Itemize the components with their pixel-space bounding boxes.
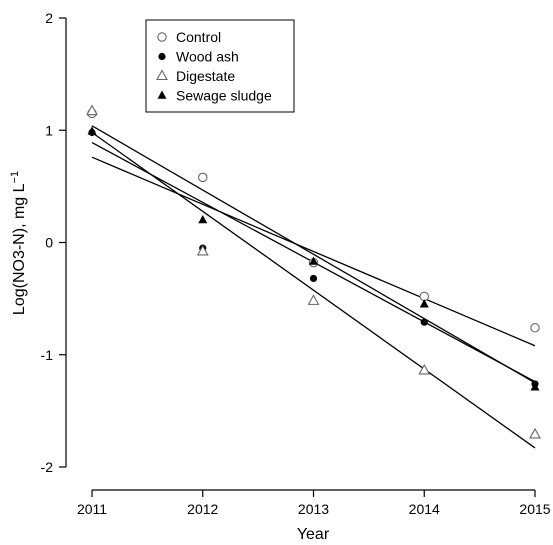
data-point [419,299,429,308]
y-tick-label: 1 [45,122,53,138]
data-points [86,104,541,439]
fit-line [91,156,536,347]
y-tick-label: 2 [45,10,53,26]
fit-line [91,131,536,449]
x-axis-title: Year [297,526,330,543]
legend-label: Wood ash [176,49,239,65]
data-point [420,318,428,326]
legend-label: Control [176,29,221,45]
legend: Control Wood ash Digestate Sewage sludge [145,19,295,113]
data-point [309,274,318,283]
data-point [198,172,208,183]
legend-marker [157,32,167,42]
axes: -2 -1 0 1 2 2011 2012 2013 2014 2015 [41,10,551,517]
y-axis-title: Log(NO3-N), mg L−1 [9,171,28,315]
fit-lines [91,125,536,449]
x-tick-label: 2014 [409,501,440,517]
data-point [87,126,97,135]
y-axis-title-superscript: −1 [9,171,21,184]
data-point [198,215,208,224]
y-tick-label: -1 [41,347,54,363]
legend-label: Sewage sludge [176,88,272,104]
data-point [530,382,540,391]
y-tick-label: 0 [45,235,53,251]
data-point [529,427,541,439]
x-tick-label: 2011 [77,501,107,517]
x-tick-label: 2015 [519,501,550,517]
legend-box [145,19,295,113]
x-tick-label: 2012 [187,501,218,517]
y-tick-label: -2 [41,459,54,475]
legend-marker [156,69,168,81]
legend-label: Digestate [176,68,235,84]
fit-line [91,125,536,384]
data-point [307,294,320,305]
data-point [530,323,540,333]
data-point [418,363,431,375]
y-axis-title-main: Log(NO3-N), mg L [11,183,28,315]
data-point [196,244,209,256]
x-tick-label: 2013 [298,501,329,517]
legend-marker [158,52,166,61]
legend-marker [157,90,167,99]
data-point [86,104,98,116]
data-point [309,256,318,265]
